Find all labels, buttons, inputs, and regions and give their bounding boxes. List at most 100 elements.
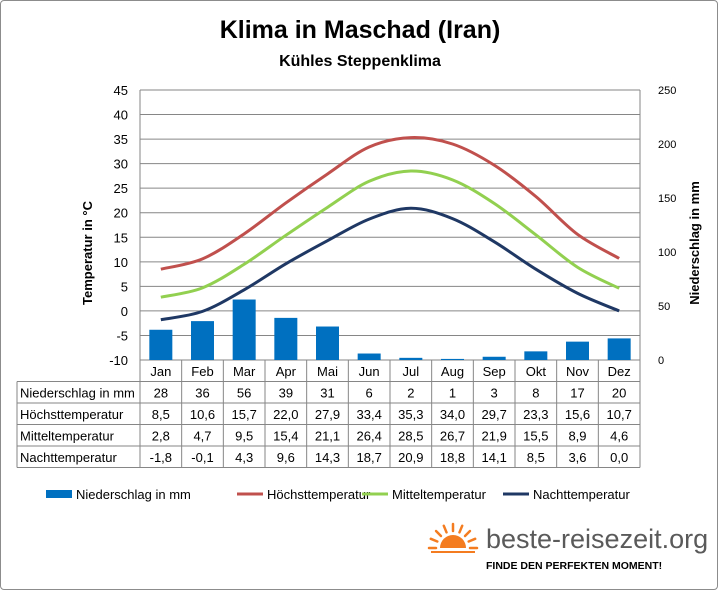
- precipitation-bar: [149, 329, 173, 360]
- table-cell: 3,6: [568, 450, 586, 465]
- y2-tick-label: 150: [658, 193, 676, 205]
- table-cell: 35,3: [398, 407, 423, 422]
- series-line-nachttemperatur: [160, 206, 620, 322]
- y2-tick-label: 50: [658, 301, 670, 313]
- legend-label: Höchsttemperatur: [267, 487, 371, 502]
- branding: beste-reisezeit.org FINDE DEN PERFEKTEN M…: [427, 522, 708, 572]
- table-cell: 31: [320, 386, 334, 401]
- table-cell: 34,0: [440, 407, 465, 422]
- sun-ray: [442, 524, 448, 534]
- legend-label: Niederschlag in mm: [76, 487, 191, 502]
- y-tick-label: 20: [114, 206, 128, 221]
- legend: Niederschlag in mm Höchsttemperatur Mittel…: [46, 487, 630, 502]
- precipitation-bar: [482, 356, 506, 360]
- table-row-header: Höchsttemperatur: [20, 407, 124, 422]
- sun-ray: [434, 529, 443, 538]
- table-cell: 33,4: [357, 407, 382, 422]
- table-row-header: Mitteltemperatur: [20, 429, 115, 444]
- x-tick-label: Nov: [566, 364, 590, 379]
- y2-tick-label: 250: [658, 85, 676, 97]
- precipitation-bar: [524, 351, 548, 360]
- legend-swatch: [46, 490, 72, 498]
- table-cell: 6: [366, 386, 373, 401]
- table-cell: 36: [195, 386, 209, 401]
- x-tick-label: Okt: [526, 364, 547, 379]
- table-cell: 9,6: [277, 450, 295, 465]
- legend-label: Mitteltemperatur: [392, 487, 487, 502]
- series-line-mitteltemperatur: [160, 169, 620, 299]
- legend-label: Nachttemperatur: [533, 487, 630, 502]
- table-cell: 26,7: [440, 429, 465, 444]
- table-cell: 17: [570, 386, 584, 401]
- table-cell: 15,7: [232, 407, 257, 422]
- table-cell: -1,8: [150, 450, 172, 465]
- table-cell: 56: [237, 386, 251, 401]
- precipitation-bar: [232, 299, 256, 360]
- table-cell: 14,3: [315, 450, 340, 465]
- y-tick-label: 35: [114, 132, 128, 147]
- precipitation-bar: [316, 326, 339, 360]
- table-row-header: Niederschlag in mm: [20, 386, 135, 401]
- x-tick-label: Sep: [483, 364, 506, 379]
- chart-subtitle: Kühles Steppenklima: [279, 53, 441, 70]
- x-tick-label: Aug: [441, 364, 464, 379]
- table-cell: 20: [612, 386, 626, 401]
- table-cell: 29,7: [482, 407, 507, 422]
- sun-icon: [440, 535, 466, 548]
- y-axis-label: Temperatur in °C: [80, 200, 95, 305]
- y-tick-label: 25: [114, 181, 128, 196]
- precipitation-bar: [441, 358, 464, 360]
- table-cell: 4,7: [193, 429, 211, 444]
- table-cell: 0,0: [610, 450, 628, 465]
- table-cell: 10,6: [190, 407, 215, 422]
- data-table: Jan Feb Mar Apr Mai Jun Jul Aug Sep Okt Nov Dez Nied…: [16, 360, 641, 468]
- table-cell: 8,5: [527, 450, 545, 465]
- x-tick-label: Jun: [359, 364, 380, 379]
- table-cell: 14,1: [482, 450, 507, 465]
- precipitation-bar: [357, 353, 381, 360]
- table-cell: 9,5: [235, 429, 253, 444]
- y-tick-label: 40: [114, 108, 128, 123]
- y2-tick-label: 200: [658, 139, 676, 151]
- table-cell: 8,9: [568, 429, 586, 444]
- table-cell: 4,6: [610, 429, 628, 444]
- precipitation-bars: [149, 299, 631, 360]
- y-tick-label: 45: [114, 83, 128, 98]
- table-cell: 2,8: [152, 429, 170, 444]
- y-tick-label: -10: [109, 353, 128, 368]
- brand-name: beste-reisezeit.org: [486, 524, 708, 554]
- table-cell: 10,7: [607, 407, 632, 422]
- sun-ray: [463, 529, 472, 538]
- x-tick-label: Mai: [317, 364, 338, 379]
- table-cell: 1: [449, 386, 456, 401]
- x-tick-label: Feb: [191, 364, 213, 379]
- table-cell: 21,9: [482, 429, 507, 444]
- table-cell: 27,9: [315, 407, 340, 422]
- y-tick-label: -5: [116, 328, 128, 343]
- precipitation-bar: [607, 338, 631, 360]
- y-tick-label: 15: [114, 230, 128, 245]
- x-tick-label: Jan: [150, 364, 171, 379]
- table-cell: 26,4: [357, 429, 382, 444]
- x-tick-label: Apr: [276, 364, 297, 379]
- sun-ray: [467, 537, 477, 543]
- x-tick-label: Jul: [403, 364, 420, 379]
- table-cell: 15,6: [565, 407, 590, 422]
- y-tick-label: 30: [114, 157, 128, 172]
- table-cell: 28,5: [398, 429, 423, 444]
- series-line-höchsttemperatur: [160, 136, 620, 271]
- table-cell: 18,8: [440, 450, 465, 465]
- table-cell: 20,9: [398, 450, 423, 465]
- table-cell: -0,1: [191, 450, 213, 465]
- chart-title: Klima in Maschad (Iran): [219, 16, 501, 44]
- table-cell: 22,0: [273, 407, 298, 422]
- table-cell: 8,5: [152, 407, 170, 422]
- y-tick-label: 5: [121, 279, 128, 294]
- x-tick-label: Dez: [608, 364, 631, 379]
- precipitation-bar: [399, 357, 423, 360]
- table-cell: 2: [407, 386, 414, 401]
- temperature-lines: [160, 136, 620, 322]
- sun-ray: [429, 537, 439, 543]
- table-cell: 3: [491, 386, 498, 401]
